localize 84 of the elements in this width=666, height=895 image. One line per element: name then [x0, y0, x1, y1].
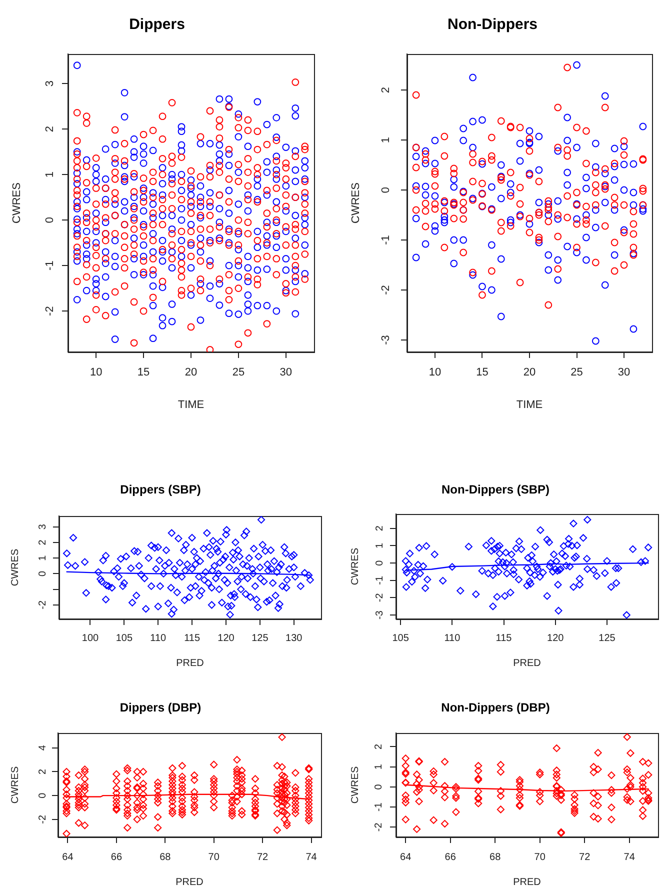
x-axis-title: TIME	[178, 399, 204, 412]
x-axis-title: PRED	[176, 876, 204, 888]
x-tick-label: 105	[116, 632, 133, 644]
y-tick-label: -1	[373, 802, 384, 812]
y-tick-label: 0	[380, 186, 392, 194]
x-tick-label: 74	[306, 852, 318, 863]
x-tick-label: 66	[444, 852, 456, 863]
x-tick-label: 64	[400, 852, 412, 863]
chart-title: Non-Dippers	[448, 16, 538, 34]
y-tick-label: 0	[44, 217, 56, 224]
y-tick-label: 1	[37, 554, 48, 561]
chart-title: Dippers (DBP)	[120, 700, 202, 714]
x-tick-label: 70	[534, 852, 546, 863]
y-tick-label: 0	[37, 570, 48, 576]
x-tick-label: 66	[110, 852, 122, 863]
y-tick-label: 2	[37, 768, 48, 774]
x-axis-title: PRED	[176, 658, 204, 669]
y-tick-label: -2	[44, 306, 56, 316]
chart-title: Dippers	[129, 16, 185, 34]
y-tick-label: -2	[374, 592, 386, 602]
y-tick-label: 4	[37, 744, 48, 751]
x-tick-label: 30	[280, 366, 292, 379]
x-tick-label: 15	[476, 366, 488, 379]
y-tick-label: -1	[44, 260, 56, 270]
x-tick-label: 68	[160, 852, 172, 863]
x-tick-label: 20	[184, 366, 198, 379]
x-tick-label: 72	[256, 852, 269, 863]
x-tick-label: 25	[232, 366, 245, 379]
chart-title: Dippers (SBP)	[120, 482, 201, 496]
x-tick-label: 110	[444, 632, 461, 644]
x-tick-label: 15	[137, 366, 150, 379]
y-axis-title: CWRES	[350, 548, 361, 586]
x-tick-label: 68	[490, 852, 502, 863]
x-tick-label: 10	[90, 366, 102, 379]
x-tick-label: 130	[286, 632, 303, 644]
x-axis-title: PRED	[513, 876, 541, 888]
x-tick-label: 30	[618, 366, 630, 379]
x-tick-label: 120	[218, 632, 235, 644]
y-tick-label: -2	[373, 822, 384, 832]
y-tick-label: 1	[380, 136, 392, 144]
y-tick-label: -2	[380, 285, 392, 295]
y-tick-label: 0	[374, 560, 386, 566]
y-tick-label: -1	[374, 575, 386, 585]
x-tick-label: 72	[579, 852, 591, 863]
y-tick-label: 2	[374, 525, 386, 532]
x-tick-label: 115	[496, 632, 512, 644]
x-tick-label: 25	[570, 366, 583, 379]
y-tick-label: 0	[373, 784, 384, 790]
x-tick-label: 10	[428, 366, 442, 379]
x-tick-label: 74	[624, 852, 636, 863]
y-tick-label: 0	[37, 792, 48, 798]
y-tick-label: -2	[37, 814, 48, 824]
y-tick-label: -3	[380, 335, 392, 345]
x-tick-label: 110	[150, 632, 167, 644]
x-tick-label: 70	[208, 852, 220, 863]
x-axis-title: PRED	[513, 658, 541, 669]
x-axis-title: TIME	[516, 399, 543, 412]
y-tick-label: 3	[44, 80, 56, 87]
x-tick-label: 120	[547, 632, 564, 644]
y-axis-title: CWRES	[350, 766, 361, 804]
y-tick-label: 2	[380, 86, 392, 94]
y-tick-label: 2	[37, 539, 48, 546]
y-tick-label: -3	[374, 610, 386, 620]
x-tick-label: 125	[252, 632, 269, 644]
x-tick-label: 115	[184, 632, 200, 644]
chart-title: Non-Dippers (SBP)	[442, 482, 550, 496]
y-axis-title: CWRES	[10, 766, 21, 804]
y-tick-label: -2	[37, 600, 48, 610]
chart-title: Non-Dippers (DBP)	[441, 700, 550, 714]
y-tick-label: 1	[374, 542, 386, 548]
x-tick-label: 100	[82, 632, 99, 644]
y-tick-label: -1	[380, 235, 392, 245]
y-tick-label: 1	[373, 764, 384, 770]
y-axis-title: CWRES	[350, 182, 362, 224]
y-tick-label: 3	[37, 524, 48, 530]
x-tick-label: 105	[392, 632, 410, 644]
y-axis-title: CWRES	[11, 182, 24, 224]
y-axis-title: CWRES	[10, 548, 21, 586]
x-tick-label: 64	[62, 852, 74, 863]
y-tick-label: 2	[44, 126, 56, 132]
x-tick-label: 125	[598, 632, 616, 644]
y-tick-label: 1	[44, 172, 56, 178]
y-tick-label: 2	[373, 743, 384, 750]
x-tick-label: 20	[523, 366, 536, 379]
